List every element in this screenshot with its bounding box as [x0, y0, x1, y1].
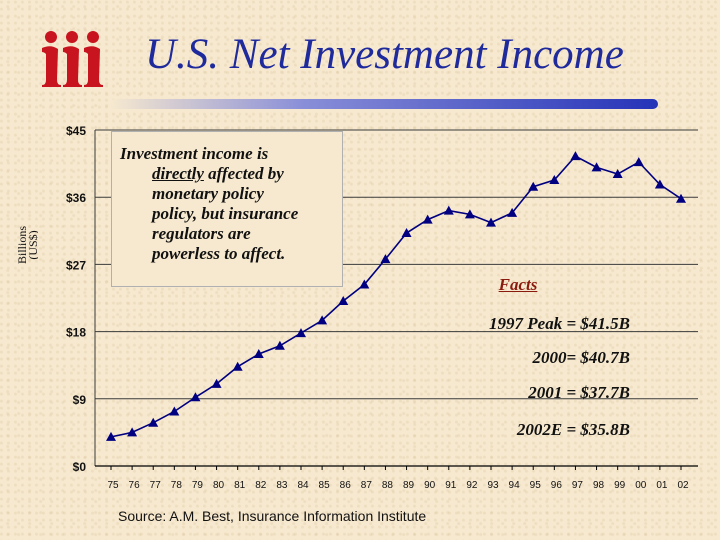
x-tick-label: 77 — [150, 480, 162, 491]
data-point — [401, 228, 412, 238]
facts-heading: Facts — [498, 275, 538, 294]
data-point — [127, 427, 138, 437]
x-tick-label: 78 — [171, 480, 183, 491]
data-point — [338, 295, 349, 305]
data-point — [507, 207, 518, 217]
data-point — [464, 209, 475, 219]
x-tick-label: 88 — [382, 480, 394, 491]
data-point — [211, 378, 222, 388]
y-tick-label: $27 — [66, 258, 86, 272]
callout-line: policy, but insurance — [152, 204, 299, 223]
data-point — [591, 162, 602, 172]
fact-item: 2001 = $37.7B — [528, 383, 630, 402]
data-point — [169, 406, 180, 416]
x-tick-label: 01 — [656, 480, 668, 491]
data-point — [190, 392, 201, 402]
fact-item: 2000= $40.7B — [532, 348, 630, 367]
title-divider — [110, 99, 658, 109]
page-title: U.S. Net Investment Income — [145, 31, 624, 78]
fact-item: 2002E = $35.8B — [516, 420, 630, 439]
source-note: Source: A.M. Best, Insurance Information… — [118, 508, 427, 524]
x-tick-label: 92 — [466, 480, 478, 491]
x-tick-label: 87 — [361, 480, 373, 491]
callout-box: Investment income is directly affected b… — [111, 131, 343, 287]
callout-line: directly affected by — [120, 164, 336, 184]
data-point — [296, 328, 306, 338]
data-point — [549, 175, 560, 185]
x-tick-label: 89 — [403, 480, 415, 491]
callout-line-rest: affected by — [203, 164, 284, 183]
callout-line: regulators are — [152, 224, 251, 243]
x-tick-label: 82 — [255, 480, 267, 491]
data-point — [232, 361, 243, 371]
y-tick-label: $36 — [66, 191, 86, 205]
data-point — [633, 157, 644, 167]
x-tick-label: 86 — [340, 480, 352, 491]
callout-line: Investment income is — [120, 144, 269, 163]
y-tick-label: $18 — [66, 326, 86, 340]
iii-logo-icon — [42, 31, 103, 87]
data-point — [422, 214, 433, 224]
x-tick-label: 02 — [677, 480, 689, 491]
x-tick-label: 97 — [572, 480, 584, 491]
data-point — [317, 315, 328, 325]
series-line — [110, 155, 682, 438]
x-tick-label: 96 — [551, 480, 563, 491]
callout-line: powerless to affect. — [152, 244, 286, 263]
y-axis-label-line2: (US$) — [26, 230, 38, 259]
data-point — [359, 279, 370, 289]
data-point — [676, 193, 686, 203]
x-tick-label: 81 — [234, 480, 246, 491]
x-tick-label: 84 — [297, 480, 309, 491]
x-tick-label: 79 — [192, 480, 204, 491]
callout-line: monetary policy — [152, 184, 264, 203]
x-tick-label: 99 — [614, 480, 626, 491]
data-point — [654, 179, 665, 189]
x-tick-label: 75 — [107, 480, 119, 491]
data-point — [148, 417, 159, 427]
data-point — [612, 169, 623, 179]
x-tick-label: 95 — [530, 480, 542, 491]
data-point — [570, 151, 581, 161]
x-tick-label: 00 — [635, 480, 647, 491]
data-point — [380, 254, 391, 264]
data-point — [528, 181, 539, 191]
x-tick-label: 76 — [129, 480, 141, 491]
fact-item: 1997 Peak = $41.5B — [489, 314, 630, 333]
data-point — [274, 340, 285, 350]
y-tick-label: $9 — [73, 393, 87, 407]
x-tick-label: 91 — [445, 480, 457, 491]
callout-emphasis: directly — [152, 164, 204, 183]
x-tick-label: 90 — [424, 480, 436, 491]
data-point — [443, 205, 454, 215]
x-tick-label: 98 — [593, 480, 605, 491]
data-point — [106, 431, 116, 441]
y-axis-label: Billions (US$) — [18, 226, 38, 264]
y-tick-label: $0 — [73, 460, 87, 474]
data-point — [253, 349, 264, 358]
x-tick-label: 93 — [487, 480, 499, 491]
x-tick-label: 80 — [213, 480, 225, 491]
y-tick-label: $45 — [66, 124, 86, 138]
x-tick-label: 83 — [276, 480, 288, 491]
y-axis-label-line1: Billions — [18, 226, 29, 264]
data-point — [486, 217, 496, 227]
x-tick-label: 85 — [319, 480, 331, 491]
x-tick-label: 94 — [509, 480, 521, 491]
